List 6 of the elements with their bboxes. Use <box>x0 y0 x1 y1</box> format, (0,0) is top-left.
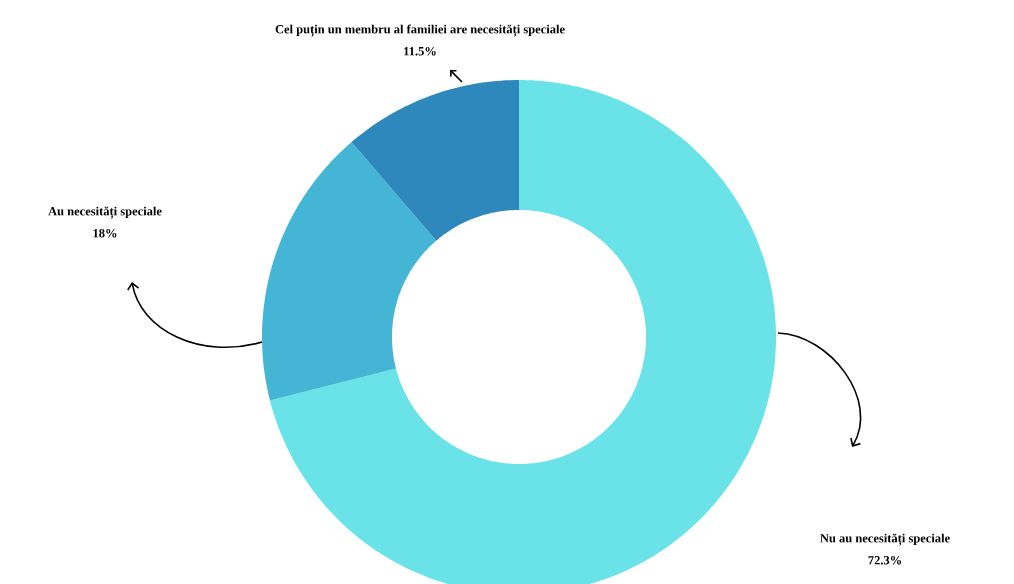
slice-label: Nu au necesități speciale <box>820 533 950 546</box>
slice-label: Au necesități speciale <box>48 206 162 219</box>
data-label: 11.5% <box>404 47 436 56</box>
slice-label: Cel puțin un membru al familiei are necesități speciale <box>275 24 565 37</box>
data-label: 72.3% <box>868 556 902 565</box>
data-label: 18% <box>93 229 117 238</box>
